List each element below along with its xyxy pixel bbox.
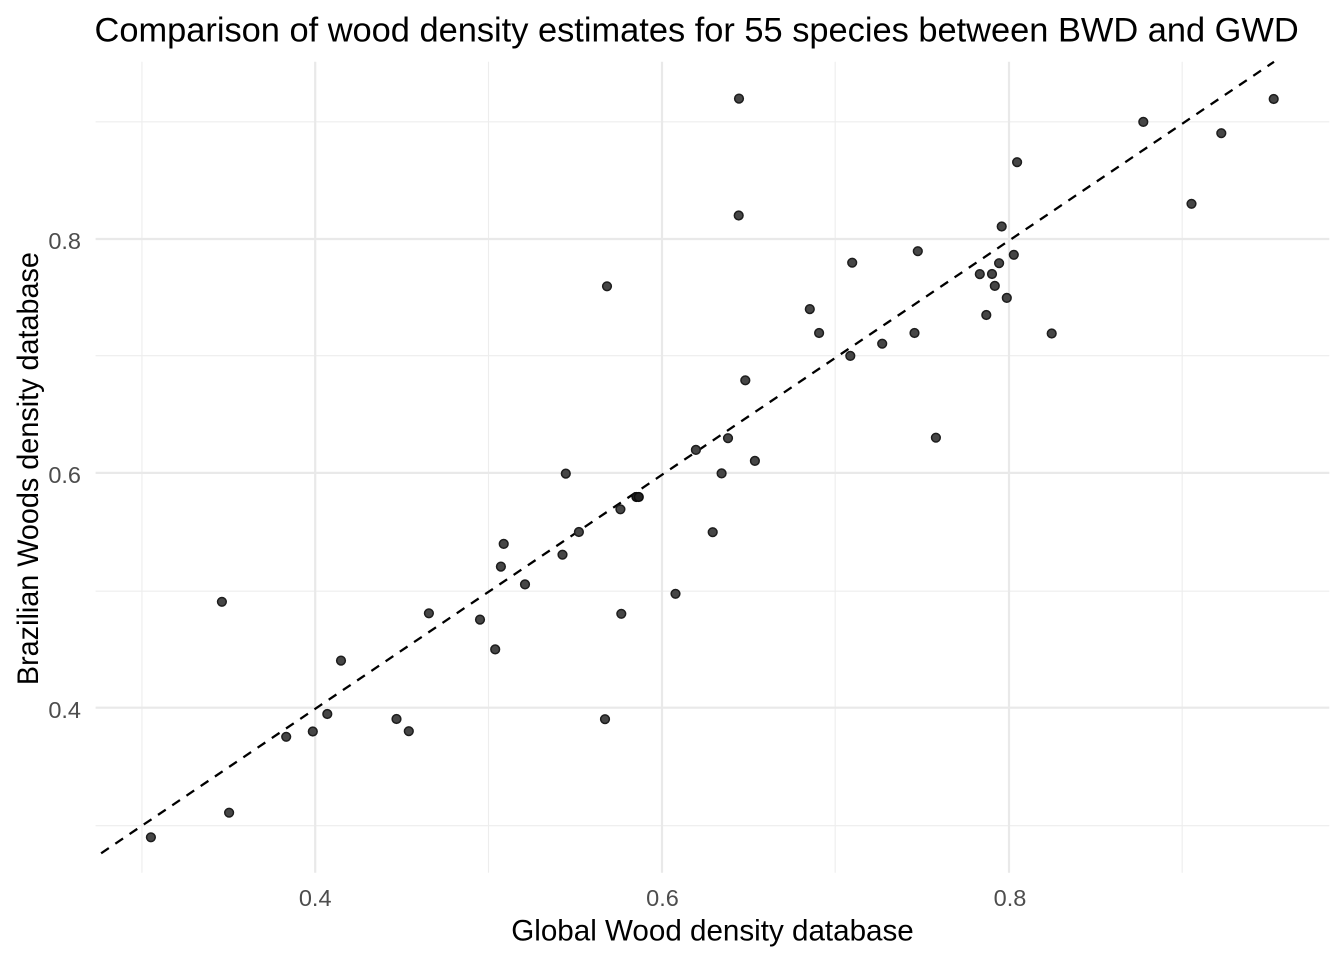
- svg-text:0.4: 0.4: [48, 697, 81, 723]
- svg-text:Brazilian Woods density databa: Brazilian Woods density database: [12, 252, 45, 685]
- svg-text:0.8: 0.8: [48, 228, 81, 254]
- svg-text:0.8: 0.8: [994, 885, 1027, 911]
- svg-text:Global Wood density database: Global Wood density database: [511, 914, 914, 947]
- svg-text:0.6: 0.6: [646, 885, 679, 911]
- svg-text:0.6: 0.6: [48, 462, 81, 488]
- svg-text:Comparison of wood density est: Comparison of wood density estimates for…: [95, 11, 1299, 49]
- svg-text:0.4: 0.4: [299, 885, 332, 911]
